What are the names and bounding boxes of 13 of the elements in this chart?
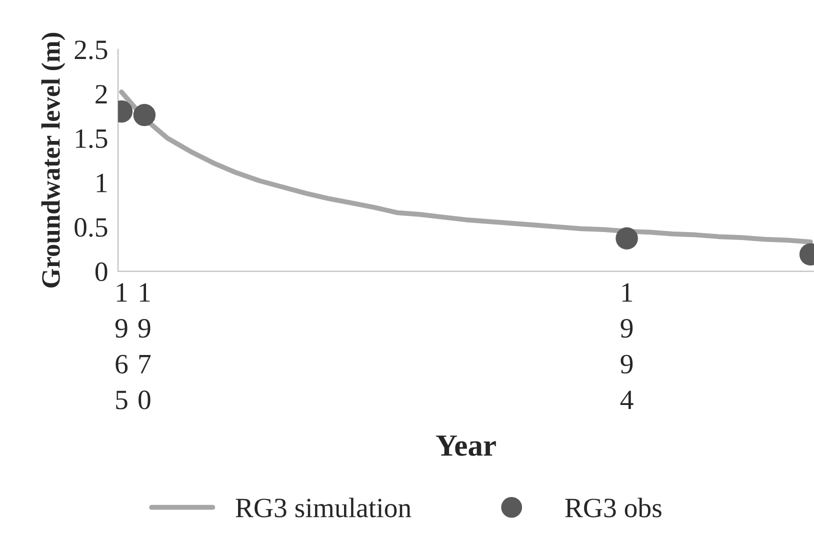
y-tick-label: 1.5 xyxy=(76,129,108,148)
y-tick-label: 0 xyxy=(95,262,108,282)
y-tick-label: 0.5 xyxy=(74,218,108,237)
legend-label: RG3 simulation xyxy=(236,498,412,518)
x-axis-title: Year xyxy=(436,436,496,456)
y-tick-label: 2.5 xyxy=(74,40,108,60)
x-tick-label: 1965 xyxy=(115,283,128,410)
y-tick-label: 1 xyxy=(96,174,107,192)
x-tick-label: 1994 xyxy=(620,283,634,410)
x-tick-label: 1970 xyxy=(138,283,151,410)
y-tick-label: 2 xyxy=(96,84,107,104)
legend-label: RG3 obs xyxy=(565,498,662,518)
y-axis-title: Groundwater level (m) xyxy=(41,32,66,288)
